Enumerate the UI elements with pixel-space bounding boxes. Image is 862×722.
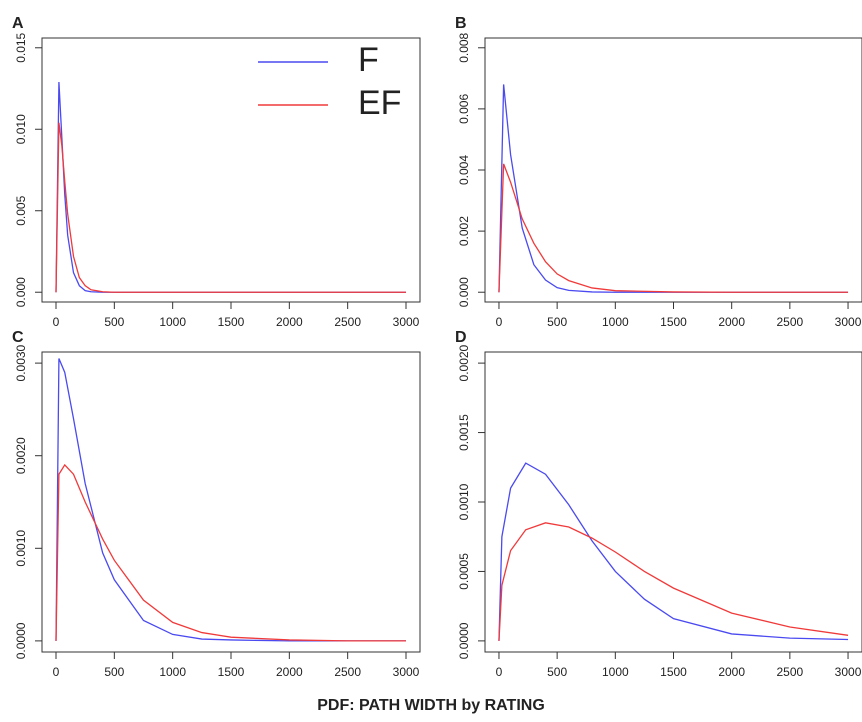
x-tick-label: 2500: [777, 665, 804, 679]
x-tick-label: 0: [496, 315, 503, 329]
panel-label: C: [12, 329, 24, 346]
series-line: [498, 462, 849, 641]
legend-label: F: [358, 41, 379, 79]
x-tick-label: 2000: [276, 665, 303, 679]
x-tick-label: 0: [53, 665, 60, 679]
x-tick-label: 3000: [393, 315, 420, 329]
y-tick-label: 0.008: [457, 32, 471, 62]
y-tick-label: 0.000: [14, 277, 28, 307]
y-tick-label: 0.0030: [14, 344, 28, 381]
x-tick-label: 3000: [835, 665, 862, 679]
y-tick-label: 0.0005: [457, 553, 471, 590]
panel-label: D: [455, 329, 467, 346]
x-tick-label: 2000: [718, 665, 745, 679]
x-tick-label: 0: [496, 665, 503, 679]
x-tick-label: 2500: [334, 315, 361, 329]
legend-label: EF: [358, 84, 401, 122]
panel-label: A: [12, 15, 24, 32]
x-tick-label: 2500: [777, 315, 804, 329]
panel-label: B: [455, 15, 467, 32]
x-tick-label: 2000: [718, 315, 745, 329]
x-tick-label: 2000: [276, 315, 303, 329]
x-tick-label: 1500: [660, 315, 687, 329]
y-tick-label: 0.0020: [457, 344, 471, 381]
y-tick-label: 0.005: [14, 195, 28, 225]
x-tick-label: 1000: [602, 665, 629, 679]
y-tick-label: 0.000: [457, 277, 471, 307]
series-line: [55, 122, 406, 293]
x-tick-label: 0: [53, 315, 60, 329]
plot-frame: [484, 351, 862, 653]
y-tick-label: 0.0000: [457, 622, 471, 659]
y-tick-label: 0.0010: [457, 483, 471, 520]
y-tick-label: 0.010: [14, 114, 28, 144]
y-tick-label: 0.006: [457, 94, 471, 124]
x-tick-label: 3000: [393, 665, 420, 679]
series-line: [55, 358, 406, 642]
series-line: [55, 463, 406, 642]
series-line: [498, 163, 849, 293]
x-tick-label: 1000: [159, 665, 186, 679]
x-tick-label: 1000: [602, 315, 629, 329]
series-line: [498, 522, 849, 641]
x-tick-label: 500: [104, 665, 124, 679]
series-line: [55, 81, 406, 293]
x-tick-label: 3000: [835, 315, 862, 329]
figure-caption: PDF: PATH WIDTH by RATING: [317, 697, 545, 714]
x-tick-label: 500: [104, 315, 124, 329]
y-tick-label: 0.0000: [14, 622, 28, 659]
plot-frame: [41, 351, 421, 653]
x-tick-label: 1500: [218, 315, 245, 329]
plot-frame: [484, 37, 862, 303]
series-line: [498, 84, 849, 293]
y-tick-label: 0.004: [457, 155, 471, 185]
x-tick-label: 2500: [334, 665, 361, 679]
y-tick-label: 0.002: [457, 216, 471, 246]
y-tick-label: 0.0010: [14, 530, 28, 567]
x-tick-label: 1000: [159, 315, 186, 329]
y-tick-label: 0.015: [14, 32, 28, 62]
x-tick-label: 500: [547, 315, 567, 329]
y-tick-label: 0.0020: [14, 437, 28, 474]
x-tick-label: 500: [547, 665, 567, 679]
x-tick-label: 1500: [218, 665, 245, 679]
y-tick-label: 0.0015: [457, 414, 471, 451]
x-tick-label: 1500: [660, 665, 687, 679]
